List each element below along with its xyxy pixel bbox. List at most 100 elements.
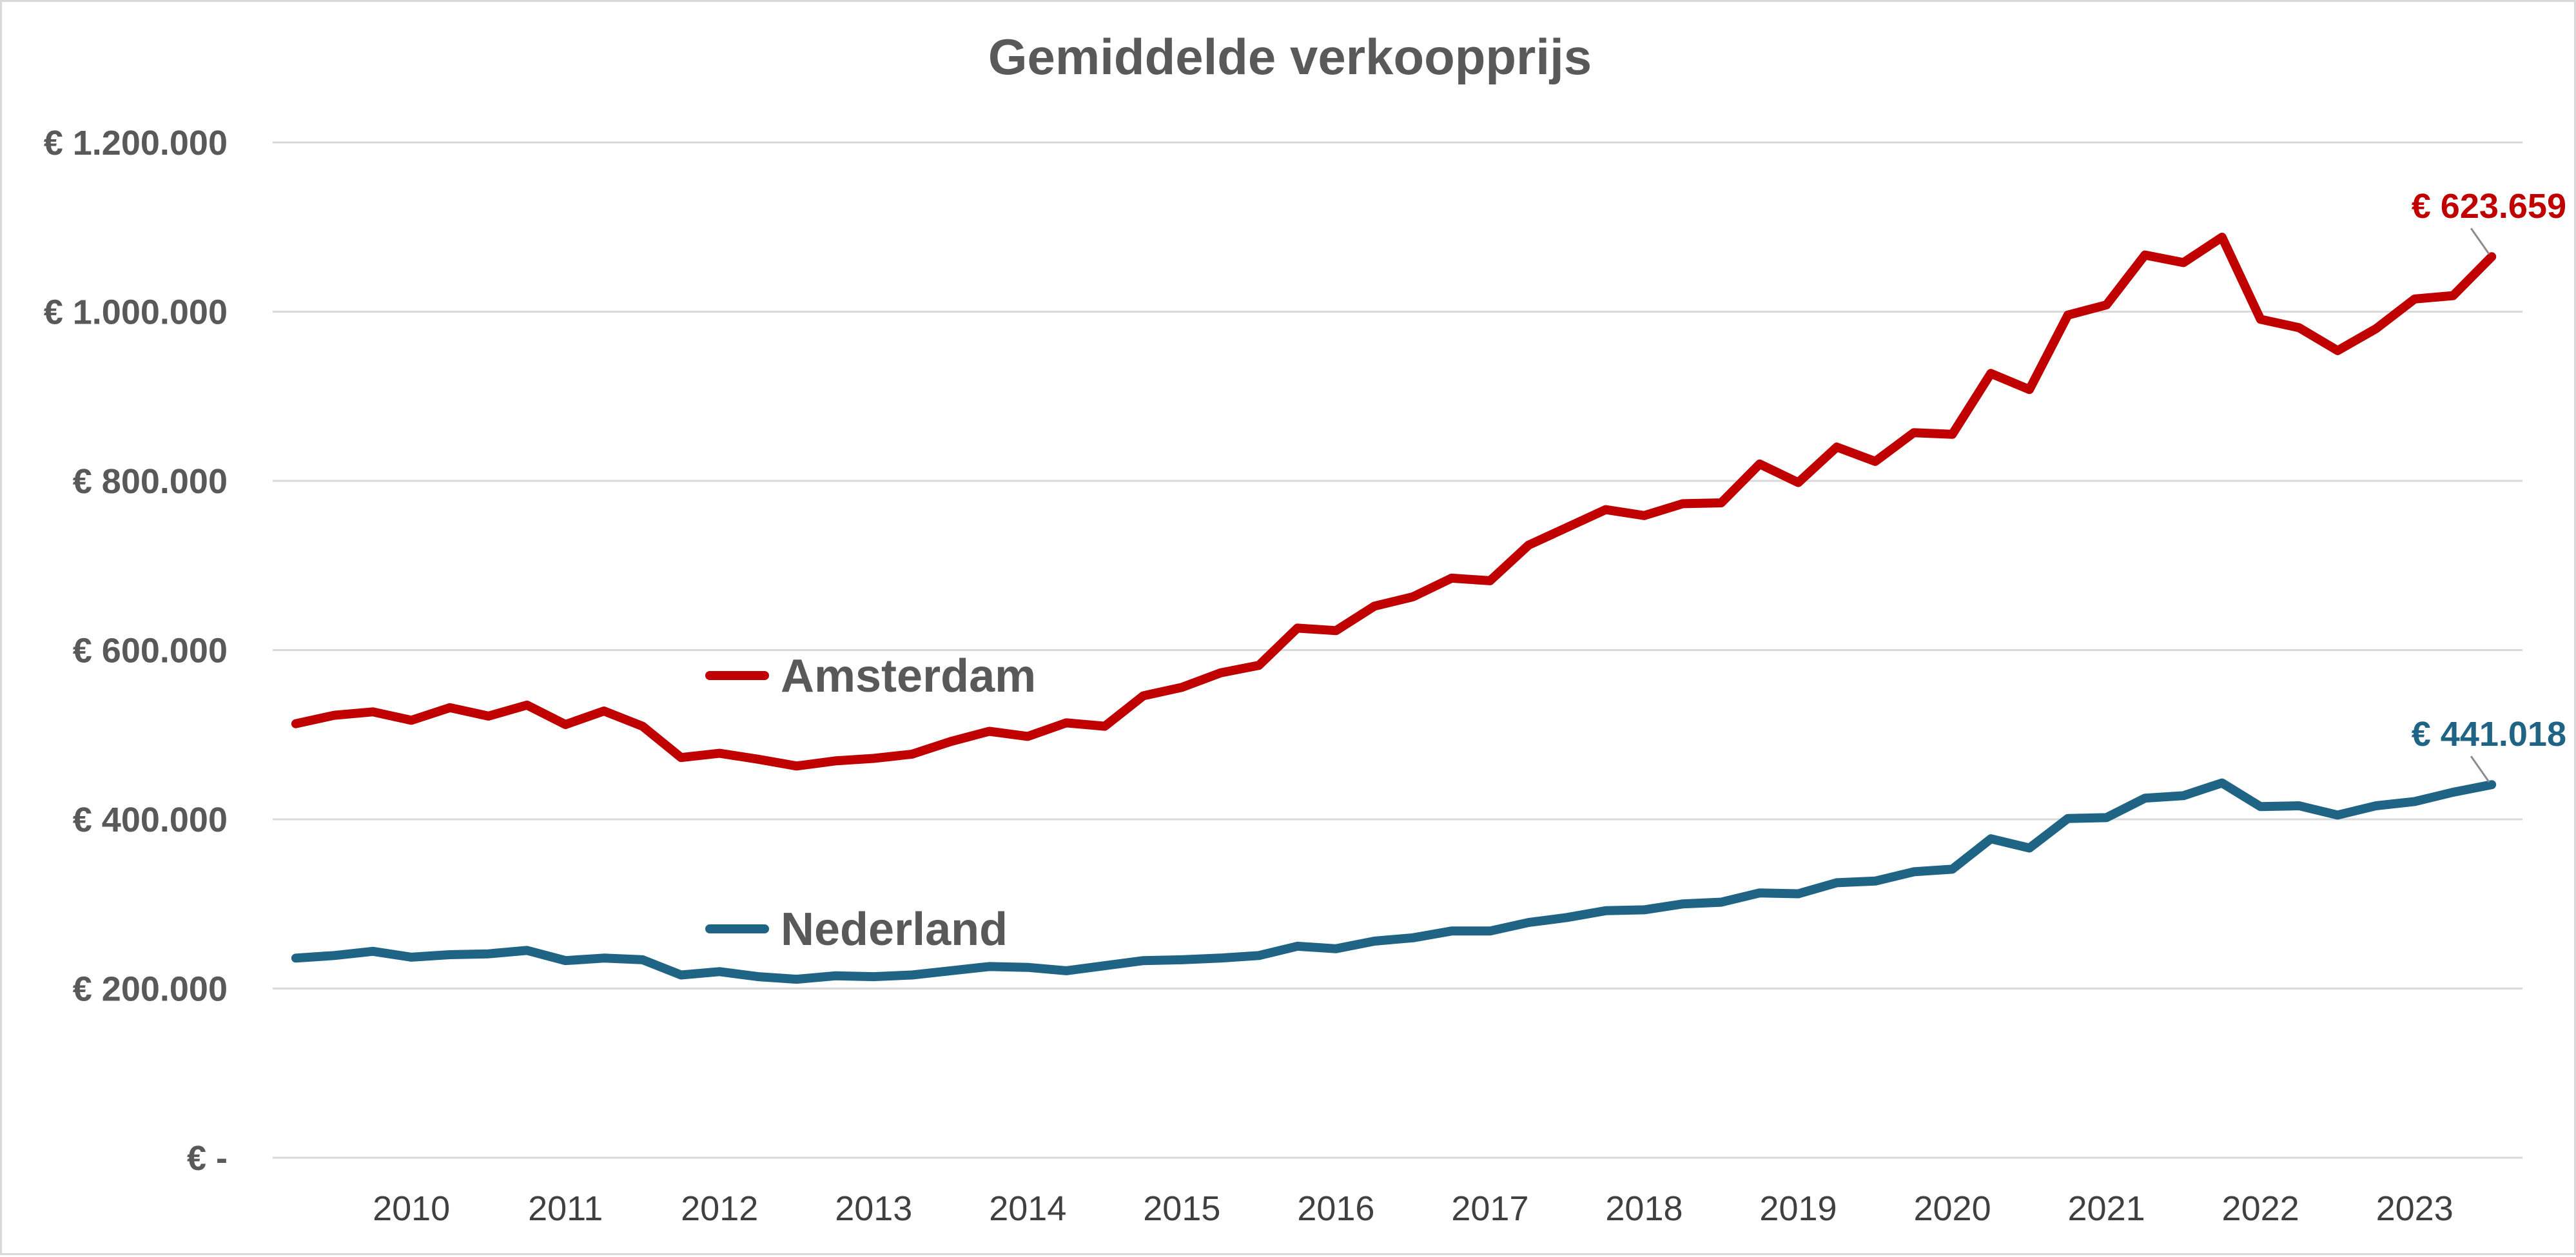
data-point-amsterdam bbox=[985, 727, 994, 736]
data-point-nederland bbox=[561, 956, 570, 965]
data-point-amsterdam bbox=[1447, 574, 1456, 583]
data-point-amsterdam bbox=[2102, 300, 2111, 309]
data-point-nederland bbox=[330, 951, 339, 960]
chart-title: Gemiddelde verkoopprijs bbox=[988, 28, 1592, 85]
x-tick-label: 2020 bbox=[1913, 1189, 1991, 1228]
y-tick-label: € 800.000 bbox=[73, 462, 228, 501]
data-point-nederland bbox=[1370, 937, 1379, 946]
data-point-nederland bbox=[291, 953, 300, 962]
data-point-amsterdam bbox=[2179, 258, 2188, 267]
data-point-amsterdam bbox=[2448, 291, 2457, 300]
data-point-nederland bbox=[2410, 797, 2419, 806]
data-point-nederland bbox=[638, 955, 647, 964]
gridlines bbox=[273, 141, 2522, 1159]
data-point-nederland bbox=[1139, 956, 1148, 965]
data-point-amsterdam bbox=[2140, 251, 2149, 260]
data-point-amsterdam bbox=[2256, 315, 2265, 324]
data-point-amsterdam bbox=[638, 722, 647, 731]
data-point-amsterdam bbox=[792, 761, 801, 770]
data-point-amsterdam bbox=[1678, 499, 1687, 508]
data-point-amsterdam bbox=[1409, 592, 1418, 601]
data-point-amsterdam bbox=[1139, 691, 1148, 700]
data-point-nederland bbox=[522, 946, 531, 955]
series-lines bbox=[291, 233, 2497, 984]
data-point-amsterdam bbox=[869, 754, 878, 763]
data-point-amsterdam bbox=[600, 706, 609, 716]
data-point-amsterdam bbox=[1254, 661, 1264, 670]
data-point-amsterdam bbox=[715, 749, 724, 758]
data-point-amsterdam bbox=[2064, 311, 2073, 320]
series-line-nederland bbox=[291, 778, 2497, 984]
data-point-amsterdam bbox=[1986, 369, 1995, 378]
data-point-nederland bbox=[2294, 801, 2303, 810]
data-point-amsterdam bbox=[946, 737, 955, 746]
data-point-nederland bbox=[1023, 963, 1032, 972]
data-point-nederland bbox=[484, 950, 493, 959]
series-line-amsterdam bbox=[291, 233, 2497, 771]
x-tick-label: 2023 bbox=[2376, 1189, 2454, 1228]
data-point-nederland bbox=[2025, 844, 2034, 853]
data-point-nederland bbox=[2372, 801, 2381, 810]
data-point-amsterdam bbox=[1062, 718, 1071, 727]
data-point-amsterdam bbox=[1023, 732, 1032, 741]
legend-label-amsterdam: Amsterdam bbox=[781, 650, 1036, 702]
data-point-nederland bbox=[2218, 779, 2227, 788]
data-point-nederland bbox=[1717, 898, 1726, 907]
legend-label-nederland: Nederland bbox=[781, 904, 1008, 955]
series-labels: Amsterdam € 623.659 Nederland € 441.018 bbox=[705, 187, 2566, 955]
data-point-amsterdam bbox=[831, 756, 840, 765]
x-tick-label: 2015 bbox=[1143, 1189, 1220, 1228]
data-point-amsterdam bbox=[2025, 385, 2034, 394]
data-point-amsterdam bbox=[368, 707, 377, 716]
data-point-amsterdam bbox=[1563, 523, 1572, 532]
data-point-amsterdam bbox=[1794, 478, 1803, 487]
data-point-nederland bbox=[2064, 814, 2073, 823]
data-point-nederland bbox=[1755, 888, 1764, 897]
data-point-nederland bbox=[754, 972, 763, 981]
data-point-amsterdam bbox=[407, 716, 416, 725]
data-point-amsterdam bbox=[754, 755, 763, 764]
data-point-nederland bbox=[2448, 788, 2457, 797]
data-point-amsterdam bbox=[484, 712, 493, 721]
x-axis-tick-labels: 2010 2011 2012 2013 2014 2015 2016 2017 2018 2019… bbox=[373, 1189, 2454, 1228]
data-point-nederland bbox=[1216, 953, 1225, 962]
data-point-amsterdam bbox=[522, 701, 531, 710]
x-tick-label: 2012 bbox=[681, 1189, 758, 1228]
data-point-amsterdam bbox=[908, 750, 917, 759]
data-point-amsterdam bbox=[1100, 722, 1109, 731]
data-point-nederland bbox=[1948, 864, 1957, 873]
x-tick-label: 2016 bbox=[1297, 1189, 1374, 1228]
y-tick-label: € 400.000 bbox=[73, 801, 228, 839]
x-tick-label: 2010 bbox=[373, 1189, 450, 1228]
data-point-nederland bbox=[1678, 899, 1687, 908]
x-tick-label: 2011 bbox=[528, 1189, 603, 1228]
data-point-amsterdam bbox=[445, 703, 454, 712]
data-point-amsterdam bbox=[1909, 428, 1918, 437]
data-point-nederland bbox=[2102, 813, 2111, 822]
data-point-nederland bbox=[368, 947, 377, 956]
data-point-amsterdam bbox=[1331, 626, 1340, 635]
data-point-nederland bbox=[908, 971, 917, 980]
x-tick-label: 2021 bbox=[2068, 1189, 2145, 1228]
data-point-nederland bbox=[1909, 867, 1918, 876]
data-point-amsterdam bbox=[291, 719, 300, 728]
x-tick-label: 2022 bbox=[2222, 1189, 2299, 1228]
data-point-nederland bbox=[1100, 961, 1109, 970]
data-point-nederland bbox=[1062, 966, 1071, 975]
data-point-amsterdam bbox=[677, 753, 686, 762]
end-value-label-nederland: € 441.018 bbox=[2412, 715, 2566, 754]
data-point-nederland bbox=[2256, 802, 2265, 811]
data-point-amsterdam bbox=[2218, 233, 2227, 242]
data-point-amsterdam bbox=[2294, 323, 2303, 332]
data-point-amsterdam bbox=[2333, 346, 2342, 355]
data-point-amsterdam bbox=[1717, 498, 1726, 507]
data-point-amsterdam bbox=[1832, 443, 1841, 452]
x-tick-label: 2017 bbox=[1451, 1189, 1528, 1228]
data-point-nederland bbox=[2140, 794, 2149, 803]
data-point-nederland bbox=[1177, 955, 1186, 964]
data-point-nederland bbox=[2179, 791, 2188, 800]
data-point-nederland bbox=[1871, 877, 1880, 886]
y-tick-label: € 200.000 bbox=[73, 970, 228, 1009]
data-point-amsterdam bbox=[1871, 457, 1880, 466]
